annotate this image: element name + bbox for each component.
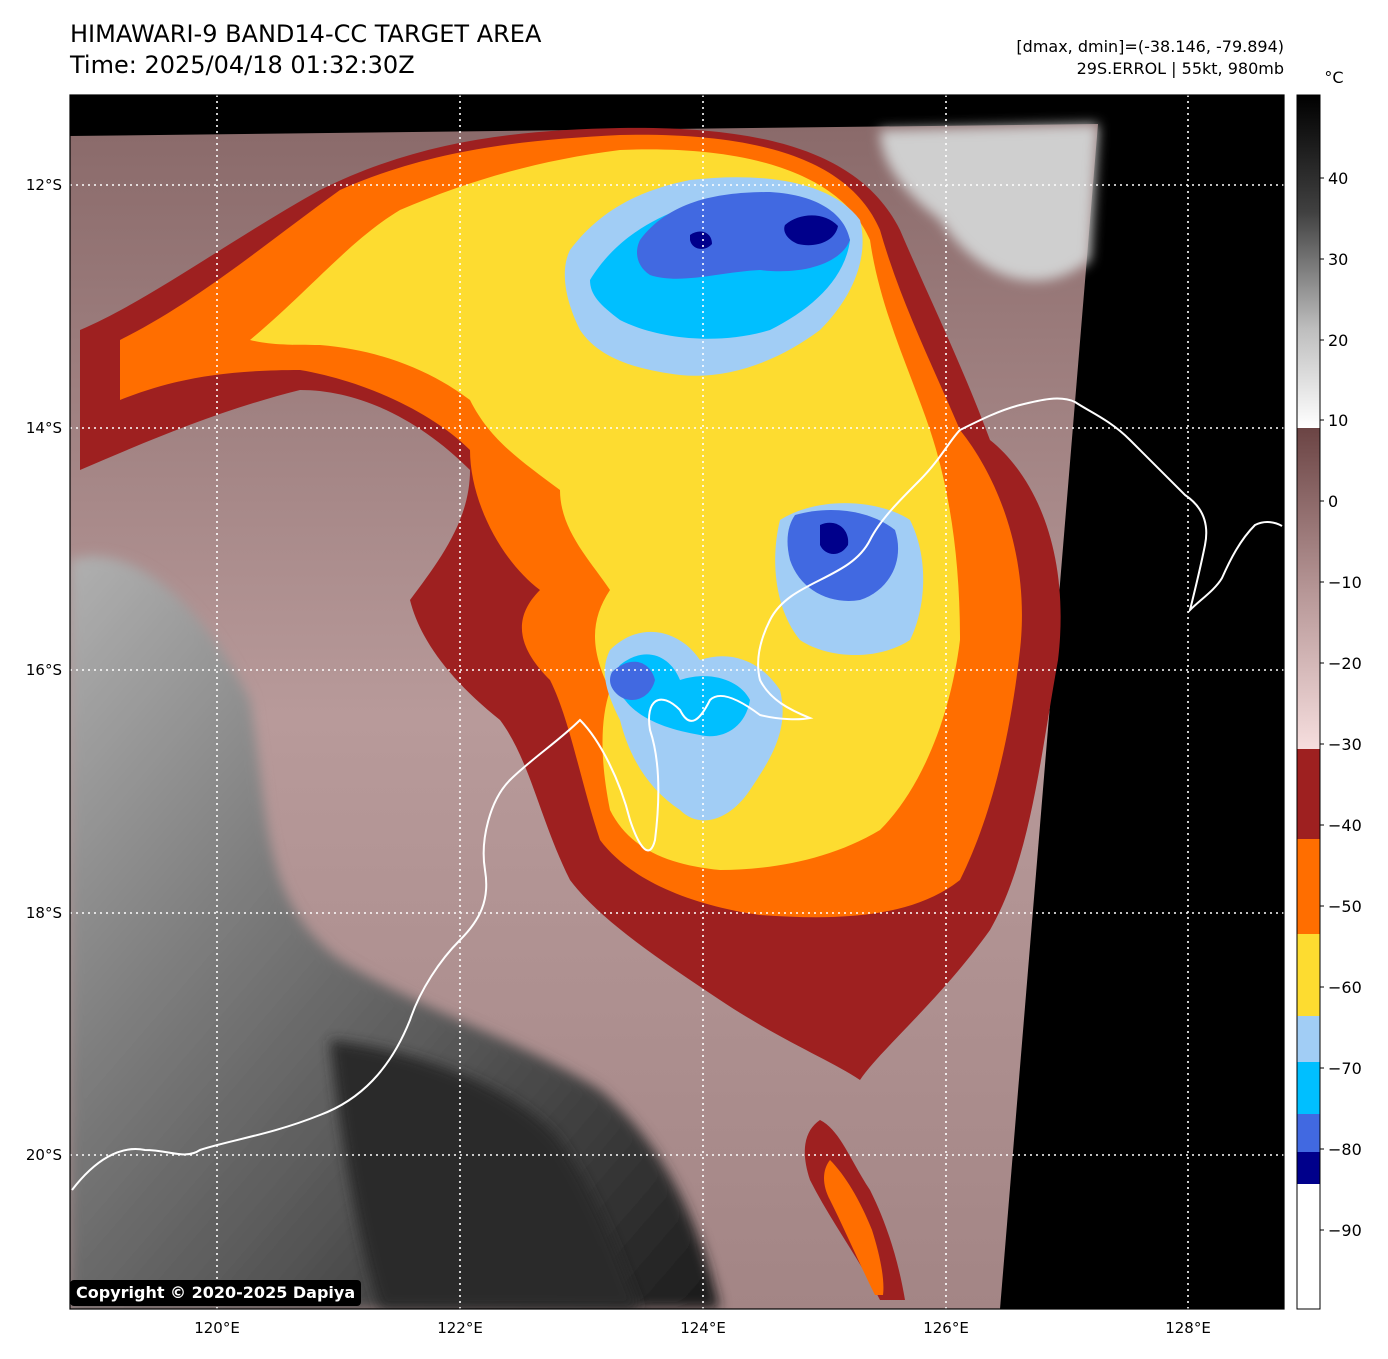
colorbar-tick-label: −10	[1328, 573, 1362, 592]
colorbar: °C 40 30 20 10 0	[1296, 68, 1362, 1310]
lon-label: 120°E	[194, 1319, 240, 1337]
colorbar-band	[1297, 934, 1320, 1016]
coastline	[71, 397, 1283, 1191]
band-minus80-south	[610, 661, 655, 700]
colorbar-unit: °C	[1324, 68, 1343, 87]
colorbar-band	[1297, 1114, 1320, 1152]
range-info: [dmax, dmin]=(-38.146, -79.894)	[1016, 37, 1284, 56]
colorbar-band	[1297, 839, 1320, 934]
lat-axis: 12°S 14°S 16°S 18°S 20°S	[26, 176, 62, 1164]
gridlines	[70, 95, 1284, 1309]
lon-label: 122°E	[437, 1319, 483, 1337]
colorbar-band	[1297, 1016, 1320, 1062]
colorbar-band	[1297, 1184, 1320, 1309]
lat-label: 14°S	[26, 419, 62, 437]
storm-info: 29S.ERROL | 55kt, 980mb	[1076, 59, 1284, 78]
colorbar-tick-label: −70	[1328, 1059, 1362, 1078]
band-minus80-east	[787, 510, 899, 601]
colorbar-frame	[1296, 94, 1321, 1310]
colorbar-band	[1297, 1152, 1320, 1184]
band-minus90-east	[820, 522, 849, 555]
colorbar-tick-label: 0	[1328, 492, 1338, 511]
colorbar-tick-label: −50	[1328, 897, 1362, 916]
lat-label: 18°S	[26, 904, 62, 922]
map-title: HIMAWARI-9 BAND14-CC TARGET AREA	[70, 20, 542, 48]
colorbar-band	[1297, 1062, 1320, 1114]
colorbar-mid-segment	[1297, 428, 1320, 749]
copyright-badge: Copyright © 2020-2025 Dapiya	[70, 1280, 362, 1306]
colorbar-tick-label: 40	[1328, 169, 1348, 188]
band-south-streak-inner	[824, 1160, 884, 1295]
colorbar-warm-segment	[1297, 95, 1320, 428]
band-minus90	[690, 215, 838, 249]
colorbar-tick-label: 30	[1328, 250, 1348, 269]
colorbar-tick-label: −40	[1328, 816, 1362, 835]
colorbar-tick-label: −90	[1328, 1221, 1362, 1240]
satellite-imagery	[70, 95, 1284, 1309]
lat-label: 16°S	[26, 661, 62, 679]
clear-sky-patch	[880, 124, 1098, 281]
map-frame	[69, 94, 1285, 1310]
lon-label: 126°E	[923, 1319, 969, 1337]
clear-land-region	[70, 556, 720, 1309]
colorbar-tick-label: −60	[1328, 978, 1362, 997]
band-minus80	[637, 192, 850, 279]
storm-cloud-bands	[80, 127, 1061, 1300]
colorbar-tick-label: −30	[1328, 735, 1362, 754]
lon-label: 128°E	[1165, 1319, 1211, 1337]
colorbar-band	[1297, 749, 1320, 839]
lat-label: 12°S	[26, 176, 62, 194]
lat-label: 20°S	[26, 1146, 62, 1164]
lon-label: 124°E	[680, 1319, 726, 1337]
colorbar-tick-label: −80	[1328, 1140, 1362, 1159]
map-time: Time: 2025/04/18 01:32:30Z	[70, 51, 415, 79]
dark-land-patch	[330, 1040, 640, 1309]
colorbar-tick-label: 20	[1328, 331, 1348, 350]
lon-axis: 120°E 122°E 124°E 126°E 128°E	[194, 1319, 1211, 1337]
colorbar-ticks	[1320, 177, 1324, 1231]
colorbar-tick-label: −20	[1328, 654, 1362, 673]
colorbar-tick-label: 10	[1328, 411, 1348, 430]
